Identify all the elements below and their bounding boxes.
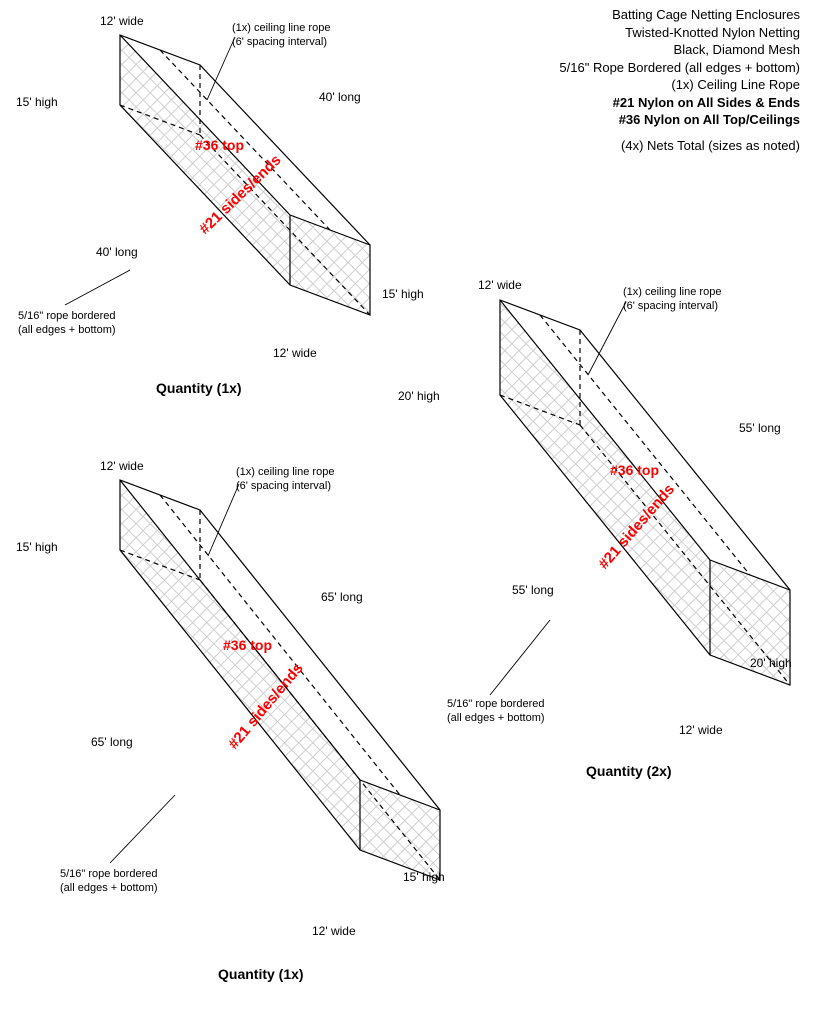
header-l1: Batting Cage Netting Enclosures [559,6,800,24]
cage2-ceiling-note: (1x) ceiling line rope (6' spacing inter… [623,286,721,314]
cage2-height-top: 20' high [398,389,440,404]
cage1-ceiling-note: (1x) ceiling line rope (6' spacing inter… [232,22,330,50]
cage1-height-top: 15' high [16,95,58,110]
cage-2: #36 top #21 sides/ends [420,280,820,840]
cage2-length-r: 55' long [739,421,781,436]
header-l2: Twisted-Knotted Nylon Netting [559,24,800,42]
cage2-qty: Quantity (2x) [586,763,672,779]
cage2-height-bot: 20' high [750,656,792,671]
cage1-width-bot: 12' wide [273,346,317,361]
header-l8: (4x) Nets Total (sizes as noted) [559,137,800,155]
cage1-top-note: #36 top [195,137,244,153]
cage-1: #36 top #21 sides/ends [30,15,410,395]
header-l5: (1x) Ceiling Line Rope [559,76,800,94]
cage3-rope-note: 5/16" rope bordered (all edges + bottom) [60,868,158,896]
cage2-width-top: 12' wide [478,278,522,293]
header-l4: 5/16" Rope Bordered (all edges + bottom) [559,59,800,77]
cage3-length-r: 65' long [321,590,363,605]
cage1-width-top: 12' wide [100,14,144,29]
cage1-length-l: 40' long [96,245,138,260]
cage2-length-l: 55' long [512,583,554,598]
cage3-width-top: 12' wide [100,459,144,474]
cage1-qty: Quantity (1x) [156,380,242,396]
cage3-length-l: 65' long [91,735,133,750]
cage3-ceiling-note: (1x) ceiling line rope (6' spacing inter… [236,466,334,494]
cage1-height-bot: 15' high [382,287,424,302]
cage2-rope-note: 5/16" rope bordered (all edges + bottom) [447,698,545,726]
cage1-length-r: 40' long [319,90,361,105]
header-l7: #36 Nylon on All Top/Ceilings [559,111,800,129]
cage2-width-bot: 12' wide [679,723,723,738]
header-l6: #21 Nylon on All Sides & Ends [559,94,800,112]
cage3-top-note: #36 top [223,637,272,653]
header-l3: Black, Diamond Mesh [559,41,800,59]
cage3-height-bot: 15' high [403,870,445,885]
header-block: Batting Cage Netting Enclosures Twisted-… [559,6,800,154]
cage3-width-bot: 12' wide [312,924,356,939]
cage3-height-top: 15' high [16,540,58,555]
cage3-qty: Quantity (1x) [218,966,304,982]
cage1-rope-note: 5/16" rope bordered (all edges + bottom) [18,310,116,338]
cage2-top-note: #36 top [610,462,659,478]
